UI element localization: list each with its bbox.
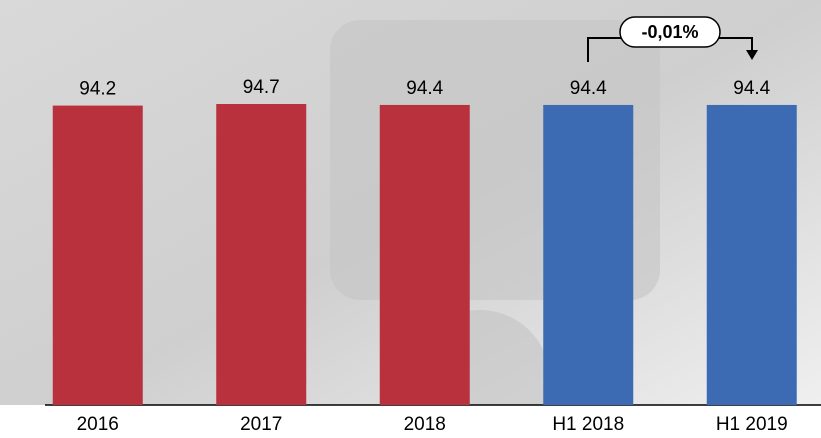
x-tick-label: H1 2018: [552, 414, 624, 435]
bar: [216, 104, 307, 405]
value-label: 94.4: [406, 78, 443, 99]
bar: [52, 105, 143, 405]
footer-band: [0, 405, 821, 438]
value-label: 94.4: [733, 78, 770, 99]
value-label: 94.2: [79, 79, 116, 100]
x-tick-label: 2018: [404, 414, 446, 435]
value-label: 94.4: [570, 78, 607, 99]
value-label: 94.7: [243, 77, 280, 98]
x-tick-label: 2016: [77, 414, 119, 435]
x-tick-label: H1 2019: [716, 414, 788, 435]
bar: [706, 104, 797, 405]
annotation-arrow: [746, 50, 758, 60]
bar: [379, 104, 470, 405]
annotation-box: [619, 16, 721, 48]
annotation-label: -0,01%: [641, 22, 698, 42]
bar: [543, 104, 634, 405]
x-tick-label: 2017: [240, 414, 282, 435]
